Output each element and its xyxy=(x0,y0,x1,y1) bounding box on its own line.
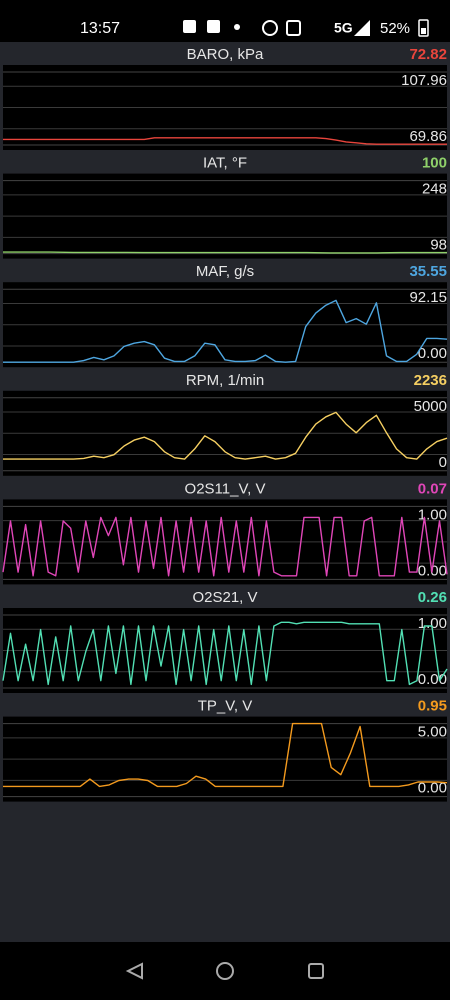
data-line xyxy=(2,621,448,686)
panel-title: MAF, g/s xyxy=(196,263,254,280)
panel-title: TP_V, V xyxy=(198,698,252,715)
notification-icon xyxy=(207,20,220,33)
nav-bar xyxy=(0,942,450,1000)
battery-icon xyxy=(418,19,429,37)
data-line xyxy=(2,516,448,577)
y-tick-label: 0.00 xyxy=(418,780,447,797)
current-value: 0.95 xyxy=(418,698,447,715)
data-line xyxy=(3,299,448,363)
signal-icon xyxy=(354,20,370,36)
y-tick-label: 69.86 xyxy=(409,128,447,145)
nfc-icon xyxy=(286,20,301,36)
status-bar xyxy=(0,0,450,42)
panel-title: O2S21, V xyxy=(192,589,257,606)
y-tick-label: 92.15 xyxy=(409,289,447,306)
y-tick-label: 5000 xyxy=(414,398,447,415)
data-line xyxy=(3,411,448,460)
network-type: 5G xyxy=(334,20,353,36)
y-tick-label: 1.00 xyxy=(418,506,447,523)
y-tick-label: 98 xyxy=(430,237,447,254)
home-button[interactable] xyxy=(216,962,234,980)
recents-button[interactable] xyxy=(308,963,324,979)
current-value: 35.55 xyxy=(409,263,447,280)
panel-title: O2S11_V, V xyxy=(185,480,266,497)
y-tick-label: 0 xyxy=(439,454,447,471)
y-tick-label: 1.00 xyxy=(418,615,447,632)
battery-fill xyxy=(421,28,426,34)
y-tick-label: 107.96 xyxy=(401,72,447,89)
clock: 13:57 xyxy=(80,20,120,37)
y-tick-label: 5.00 xyxy=(418,724,447,741)
current-value: 72.82 xyxy=(409,46,447,63)
current-value: 0.26 xyxy=(418,589,447,606)
data-line xyxy=(3,137,447,145)
current-value: 0.07 xyxy=(418,480,447,497)
alarm-icon xyxy=(262,20,278,36)
y-tick-label: 0.00 xyxy=(418,671,447,688)
panels: BARO, kPa 72.82 69.86 107.96 IAT, °F 100 98 248… xyxy=(2,46,448,802)
current-value: 2236 xyxy=(414,372,447,389)
battery-level: 52% xyxy=(380,20,410,37)
data-line xyxy=(3,722,448,788)
panel-title: BARO, kPa xyxy=(187,46,264,63)
y-tick-label: 0.00 xyxy=(418,345,447,362)
panel-title: RPM, 1/min xyxy=(186,372,264,389)
panel-title: IAT, °F xyxy=(203,155,247,172)
notification-dot xyxy=(234,24,240,30)
notification-icon xyxy=(183,20,196,33)
current-value: 100 xyxy=(422,155,447,172)
y-tick-label: 248 xyxy=(422,181,447,198)
data-line xyxy=(3,251,447,254)
back-button[interactable] xyxy=(125,962,143,980)
